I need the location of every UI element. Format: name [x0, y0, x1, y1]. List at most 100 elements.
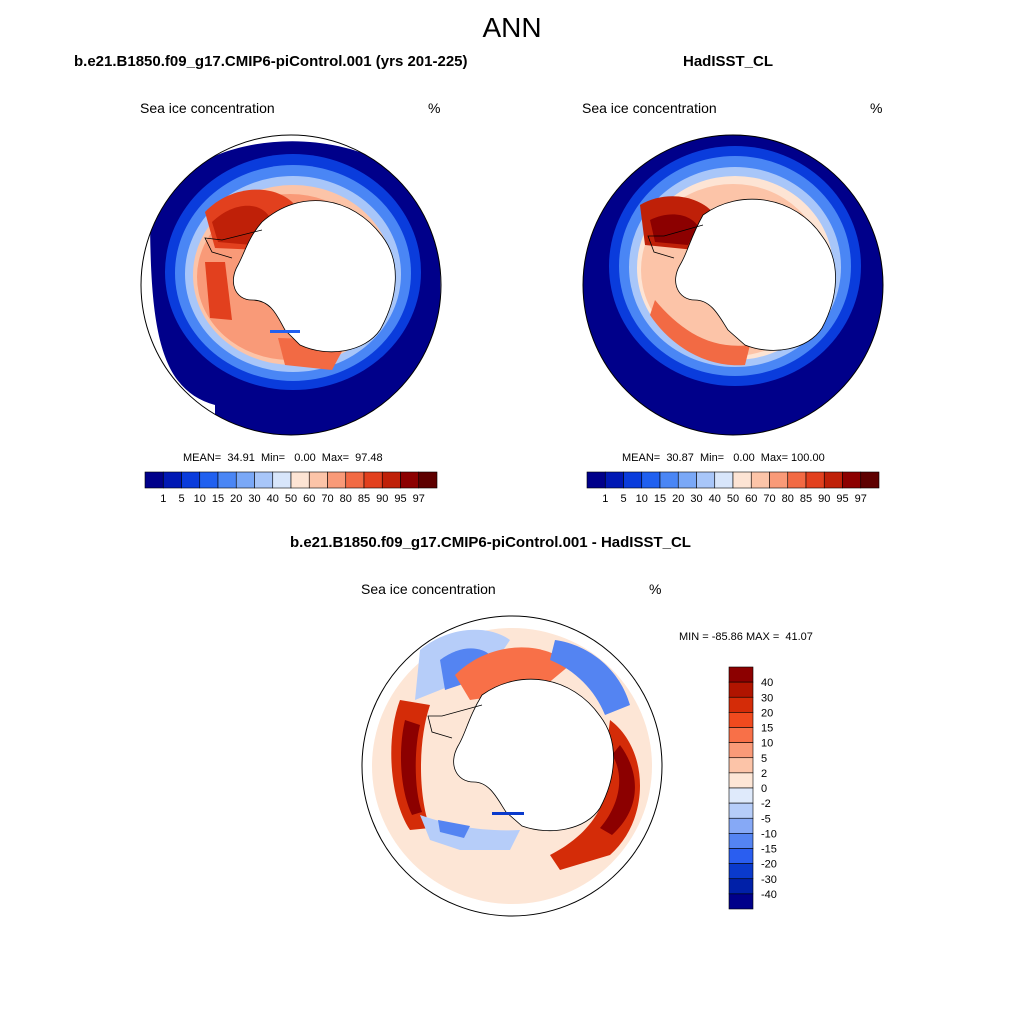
- panel2-stats: MEAN= 30.87 Min= 0.00 Max= 100.00: [622, 452, 825, 464]
- colorbar-swatch: [769, 471, 789, 489]
- colorbar-swatch: [290, 471, 310, 489]
- colorbar-tick-label: 60: [745, 493, 757, 505]
- panel2-title: HadISST_CL: [683, 53, 774, 70]
- colorbar-tick-label: 15: [654, 493, 666, 505]
- colorbar-swatch: [144, 471, 164, 489]
- colorbar-swatch: [728, 893, 754, 910]
- colorbar-swatch: [272, 471, 292, 489]
- colorbar-swatch: [728, 802, 754, 819]
- panel1-title: b.e21.B1850.f09_g17.CMIP6-piControl.001 …: [74, 53, 468, 70]
- colorbar-swatch: [728, 757, 754, 774]
- map-model-frame: [140, 134, 442, 436]
- colorbar-tick-label: 60: [303, 493, 315, 505]
- colorbar-swatch: [728, 787, 754, 804]
- colorbar-tick-label: 10: [761, 738, 773, 750]
- colorbar-swatch: [728, 848, 754, 864]
- colorbar-swatch: [860, 471, 880, 489]
- colorbar-swatch: [842, 471, 862, 489]
- colorbar-tick-label: 95: [836, 493, 848, 505]
- colorbar-swatch: [641, 471, 661, 489]
- colorbar-swatch: [659, 471, 679, 489]
- colorbar-swatch: [400, 471, 420, 489]
- colorbar-tick-label: -10: [761, 828, 777, 840]
- colorbar-swatch: [787, 471, 807, 489]
- colorbar-tick-label: 20: [761, 707, 773, 719]
- colorbar-tick-label: 20: [672, 493, 684, 505]
- colorbar-tick-label: 85: [800, 493, 812, 505]
- colorbar-swatch: [308, 471, 328, 489]
- colorbar-swatch: [728, 742, 754, 759]
- colorbar-swatch: [750, 471, 770, 489]
- colorbar-swatch: [199, 471, 219, 489]
- panel1-field-label: Sea ice concentration: [140, 100, 275, 116]
- colorbar-swatch: [162, 471, 182, 489]
- colorbar-tick-label: 50: [727, 493, 739, 505]
- colorbar-swatch: [327, 471, 347, 489]
- colorbar-swatch: [345, 471, 365, 489]
- colorbar-tick-label: 70: [321, 493, 333, 505]
- colorbar-tick-label: 40: [267, 493, 279, 505]
- colorbar-tick-label: 5: [178, 493, 184, 505]
- colorbar-swatch: [235, 471, 255, 489]
- colorbar-tick-label: -15: [761, 844, 777, 856]
- colorbar-tick-label: 2: [761, 768, 767, 780]
- colorbar-swatch: [381, 471, 401, 489]
- colorbar-tick-label: 5: [620, 493, 626, 505]
- colorbar-swatch: [696, 471, 716, 489]
- colorbar-tick-label: -20: [761, 859, 777, 871]
- colorbar-swatch: [805, 471, 825, 489]
- colorbar-tick-label: 0: [761, 783, 767, 795]
- colorbar-tick-label: 40: [761, 677, 773, 689]
- colorbar-swatch: [363, 471, 383, 489]
- colorbar-swatch: [728, 833, 754, 849]
- colorbar-swatch: [728, 681, 754, 698]
- colorbar-concentration-1: 1 5 10 15 20 30 40 50 60 70 80 85 90 95 97: [144, 471, 438, 505]
- colorbar-tick-label: 40: [709, 493, 721, 505]
- colorbar-swatch: [714, 471, 734, 489]
- colorbar-tick-label: 1: [602, 493, 608, 505]
- colorbar-tick-label: 50: [285, 493, 297, 505]
- colorbar-tick-label: -5: [761, 813, 771, 825]
- colorbar-swatch: [181, 471, 201, 489]
- panel1-stats: MEAN= 34.91 Min= 0.00 Max= 97.48: [183, 452, 383, 464]
- colorbar-tick-label: 30: [690, 493, 702, 505]
- colorbar-concentration-2: 1 5 10 15 20 30 40 50 60 70 80 85 90 95 97: [586, 471, 880, 505]
- colorbar-tick-label: 15: [761, 723, 773, 735]
- colorbar-tick-label: 15: [212, 493, 224, 505]
- map-hadisst: [583, 135, 883, 435]
- colorbar-tick-label: 10: [636, 493, 648, 505]
- colorbar-swatch: [677, 471, 697, 489]
- map-hadisst-frame: [582, 134, 884, 436]
- panel3-units: %: [649, 581, 662, 597]
- colorbar-swatch: [823, 471, 843, 489]
- colorbar-swatch: [728, 878, 754, 895]
- colorbar-tick-label: 5: [761, 753, 767, 765]
- colorbar-tick-label: 10: [194, 493, 206, 505]
- colorbar-swatch: [728, 817, 754, 834]
- colorbar-swatch: [728, 863, 754, 880]
- colorbar-swatch: [728, 727, 754, 743]
- colorbar-tick-label: -40: [761, 889, 777, 901]
- panel3-stats: MIN = -85.86 MAX = 41.07: [679, 631, 813, 643]
- colorbar-tick-label: -30: [761, 874, 777, 886]
- colorbar-swatch: [254, 471, 274, 489]
- panel3-field-label: Sea ice concentration: [361, 581, 496, 597]
- colorbar-tick-label: 1: [160, 493, 166, 505]
- colorbar-swatch: [728, 712, 754, 728]
- colorbar-tick-label: 80: [782, 493, 794, 505]
- colorbar-tick-label: 97: [413, 493, 425, 505]
- colorbar-tick-label: 30: [248, 493, 260, 505]
- map-difference: [362, 616, 662, 916]
- colorbar-swatch: [418, 471, 438, 489]
- colorbar-swatch: [586, 471, 606, 489]
- colorbar-swatch: [623, 471, 643, 489]
- map-difference-frame: [361, 615, 663, 917]
- colorbar-tick-label: 90: [376, 493, 388, 505]
- colorbar-tick-label: 97: [855, 493, 867, 505]
- panel3-title: b.e21.B1850.f09_g17.CMIP6-piControl.001 …: [290, 534, 691, 551]
- colorbar-tick-label: -2: [761, 798, 771, 810]
- panel2-field-label: Sea ice concentration: [582, 100, 717, 116]
- colorbar-swatch: [732, 471, 752, 489]
